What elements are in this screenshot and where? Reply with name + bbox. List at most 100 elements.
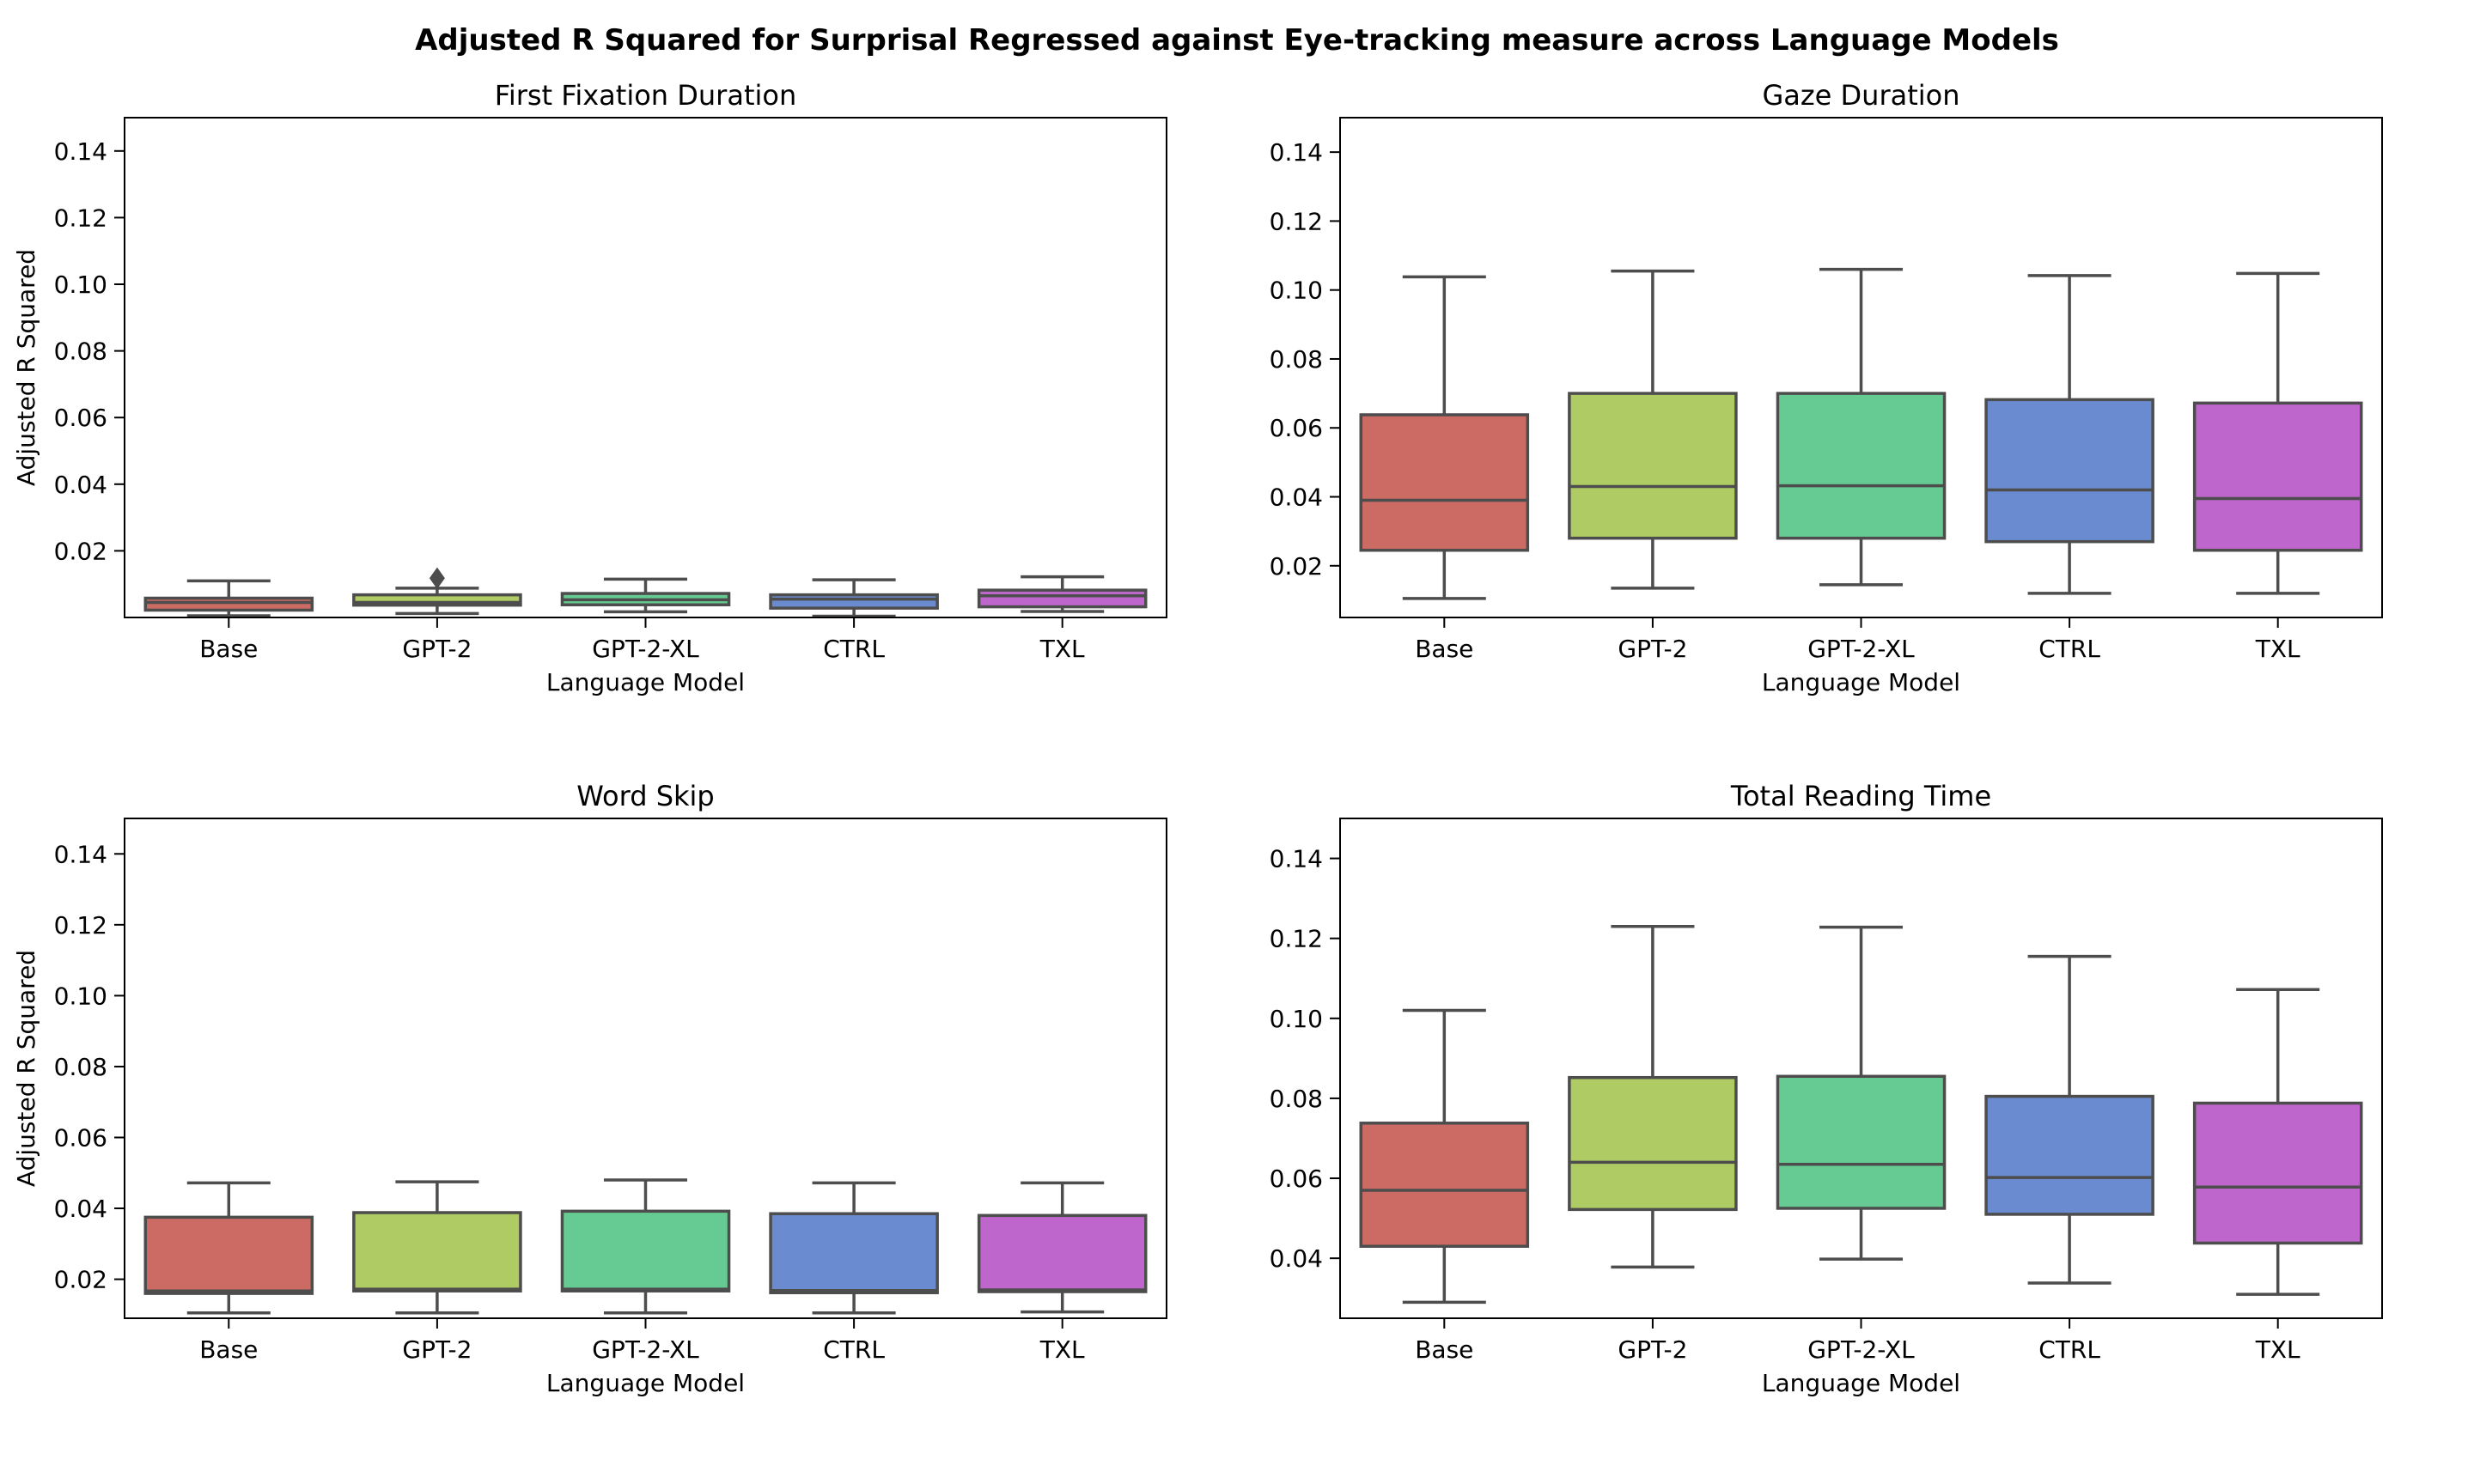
y-tick-label: 0.08 xyxy=(54,338,107,366)
box-base xyxy=(1359,1008,1530,1305)
iqr-box xyxy=(2192,401,2363,552)
x-tick-label: CTRL xyxy=(823,1335,885,1364)
iqr-box xyxy=(977,588,1148,609)
iqr-box xyxy=(1984,1094,2154,1216)
x-tick-label: Base xyxy=(199,635,258,663)
y-axis-label: Adjusted R Squared xyxy=(12,950,40,1187)
x-tick-label: CTRL xyxy=(823,635,885,663)
x-tick-label: Base xyxy=(1415,635,1473,663)
x-tick-label: GPT-2-XL xyxy=(1807,635,1915,663)
y-tick-label: 0.08 xyxy=(1270,345,1323,374)
iqr-box xyxy=(1568,1075,1738,1212)
iqr-box xyxy=(1568,392,1738,540)
subplot: Total Reading Time 0.04 0.06 0.08 0.10 0.12 0.… xyxy=(1270,780,2383,1397)
iqr-box xyxy=(143,596,314,612)
outlier-point xyxy=(429,567,445,589)
x-tick-label: GPT-2-XL xyxy=(592,635,699,663)
y-tick-label: 0.06 xyxy=(1270,1165,1323,1193)
box-txl xyxy=(2192,271,2363,595)
y-tick-label: 0.08 xyxy=(1270,1085,1323,1113)
box-base xyxy=(1359,275,1530,600)
x-tick-label: Base xyxy=(1415,1335,1473,1364)
iqr-box xyxy=(1359,413,1530,552)
box-gpt-2-xl xyxy=(560,1178,731,1315)
x-tick-label: GPT-2-XL xyxy=(1807,1335,1915,1364)
box-ctrl xyxy=(769,1181,939,1315)
plot-frame xyxy=(1339,117,2383,618)
x-tick-label: GPT-2 xyxy=(1618,1335,1687,1364)
iqr-box xyxy=(560,1209,731,1292)
iqr-box xyxy=(769,1212,939,1295)
box-gpt-2 xyxy=(1568,269,1738,590)
y-tick-label: 0.14 xyxy=(54,137,107,166)
y-tick-label: 0.04 xyxy=(1270,484,1323,512)
y-tick-label: 0.06 xyxy=(54,404,107,432)
box-gpt-2 xyxy=(352,1180,522,1315)
x-tick-label: TXL xyxy=(2255,1335,2300,1364)
box-gpt-2-xl xyxy=(560,577,731,614)
box-txl xyxy=(977,1181,1148,1314)
y-tick-label: 0.02 xyxy=(54,1266,107,1294)
subplot-grid: First Fixation Duration 0.02 0.04 0.06 0.08 0… xyxy=(12,79,2383,1397)
box-ctrl xyxy=(769,578,939,618)
y-tick-label: 0.08 xyxy=(54,1053,107,1081)
plot-frame xyxy=(124,117,1167,618)
plot-frame xyxy=(124,818,1167,1319)
x-axis-label: Language Model xyxy=(546,668,745,696)
y-tick-label: 0.10 xyxy=(1270,1005,1323,1033)
y-tick-label: 0.10 xyxy=(54,982,107,1010)
box-gpt-2 xyxy=(1568,924,1738,1269)
iqr-box xyxy=(143,1215,314,1295)
y-tick-label: 0.12 xyxy=(1270,207,1323,235)
y-tick-label: 0.14 xyxy=(54,840,107,868)
plot-frame xyxy=(1339,818,2383,1319)
subplot: Word Skip 0.02 0.04 0.06 0.08 0.10 0.12 0.14 Bas… xyxy=(12,780,1167,1397)
x-tick-label: CTRL xyxy=(2038,635,2100,663)
y-tick-label: 0.12 xyxy=(54,204,107,232)
x-tick-label: GPT-2 xyxy=(402,635,472,663)
subplot-title: First Fixation Duration xyxy=(495,79,796,112)
iqr-box xyxy=(1359,1122,1530,1248)
y-tick-label: 0.04 xyxy=(54,1195,107,1223)
y-tick-label: 0.12 xyxy=(54,911,107,940)
box-txl xyxy=(2192,988,2363,1296)
x-axis-label: Language Model xyxy=(546,1369,745,1397)
iqr-box xyxy=(2192,1101,2363,1245)
subplot-title: Gaze Duration xyxy=(1762,79,1959,112)
iqr-box xyxy=(352,1211,522,1292)
box-gpt-2-xl xyxy=(1776,267,1947,587)
x-tick-label: TXL xyxy=(1039,635,1085,663)
y-axis-label: Adjusted R Squared xyxy=(12,249,40,486)
iqr-box xyxy=(1776,392,1947,540)
iqr-box xyxy=(1984,398,2154,544)
x-tick-label: GPT-2 xyxy=(402,1335,472,1364)
x-axis-label: Language Model xyxy=(1762,1369,1960,1397)
y-tick-label: 0.06 xyxy=(54,1123,107,1152)
x-tick-label: TXL xyxy=(2255,635,2300,663)
y-tick-label: 0.10 xyxy=(1270,277,1323,305)
y-tick-label: 0.04 xyxy=(1270,1244,1323,1273)
y-tick-label: 0.14 xyxy=(1270,138,1323,167)
subplot: First Fixation Duration 0.02 0.04 0.06 0.08 0… xyxy=(12,79,1167,696)
x-tick-label: TXL xyxy=(1039,1335,1085,1364)
y-tick-label: 0.02 xyxy=(54,537,107,565)
y-tick-label: 0.14 xyxy=(1270,845,1323,873)
box-ctrl xyxy=(1984,274,2154,595)
y-tick-label: 0.10 xyxy=(54,271,107,299)
y-tick-label: 0.04 xyxy=(54,471,107,499)
x-tick-label: CTRL xyxy=(2038,1335,2100,1364)
box-ctrl xyxy=(1984,954,2154,1285)
subplot: Gaze Duration 0.02 0.04 0.06 0.08 0.10 0.12 0.1… xyxy=(1270,79,2383,696)
iqr-box xyxy=(977,1213,1148,1293)
y-tick-label: 0.02 xyxy=(1270,552,1323,581)
box-base xyxy=(143,1181,314,1315)
subplot-title: Word Skip xyxy=(576,780,714,812)
box-gpt-2 xyxy=(352,567,522,616)
figure-title: Adjusted R Squared for Surprisal Regress… xyxy=(415,23,2059,58)
box-base xyxy=(143,579,314,617)
x-axis-label: Language Model xyxy=(1762,668,1960,696)
y-tick-label: 0.12 xyxy=(1270,925,1323,953)
iqr-box xyxy=(1776,1074,1947,1210)
box-gpt-2-xl xyxy=(1776,925,1947,1261)
